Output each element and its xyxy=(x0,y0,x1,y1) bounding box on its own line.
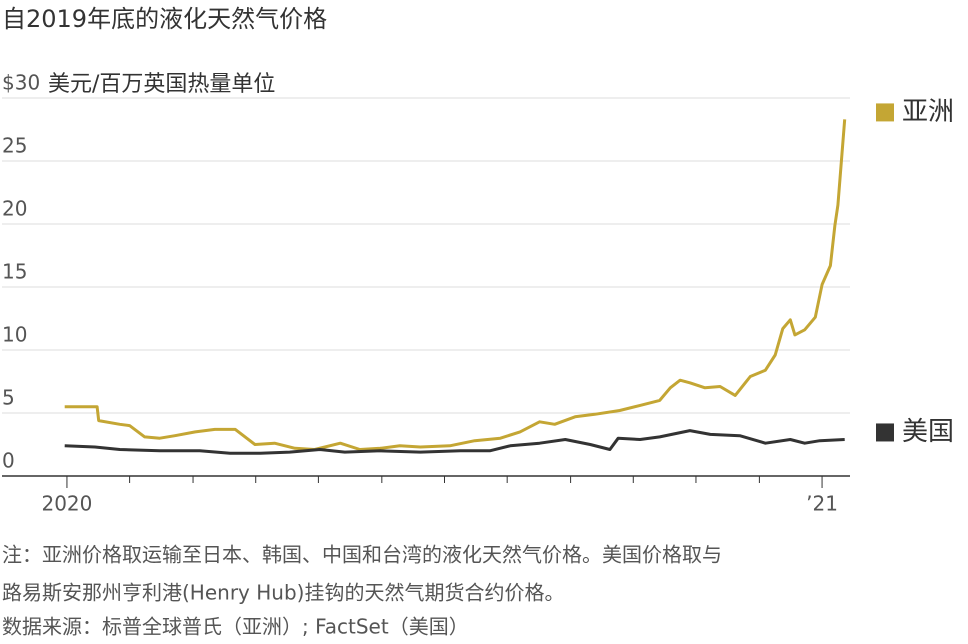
legend-label: 美国 xyxy=(902,417,954,447)
legend-label: 亚洲 xyxy=(902,97,954,127)
x-tick-label: ’21 xyxy=(806,492,838,516)
legend-swatch xyxy=(876,103,894,122)
chart-title: 自2019年底的液化天然气价格 xyxy=(2,5,327,33)
y-tick-label: 0 xyxy=(2,449,15,473)
y-tick-label: 10 xyxy=(2,323,27,347)
line xyxy=(64,429,845,455)
line xyxy=(64,119,847,451)
legend-swatch xyxy=(876,423,894,442)
y-axis-label: 美元/百万英国热量单位 xyxy=(48,72,275,97)
y-tick-label: 5 xyxy=(2,386,15,410)
y-tick-label: $30 xyxy=(2,71,40,95)
y-tick-label: 25 xyxy=(2,134,27,158)
x-tick-label: 2020 xyxy=(41,492,92,516)
note: 注：亚洲价格取运输至日本、韩国、中国和台湾的液化天然气价格。美国价格取与 xyxy=(2,543,722,567)
note: 路易斯安那州亨利港(Henry Hub)挂钩的天然气期货合约价格。 xyxy=(2,581,564,605)
y-tick-label: 20 xyxy=(2,197,27,221)
y-tick-label: 15 xyxy=(2,260,27,284)
source: 数据来源：标普全球普氏（亚洲）; FactSet（美国） xyxy=(2,615,469,639)
